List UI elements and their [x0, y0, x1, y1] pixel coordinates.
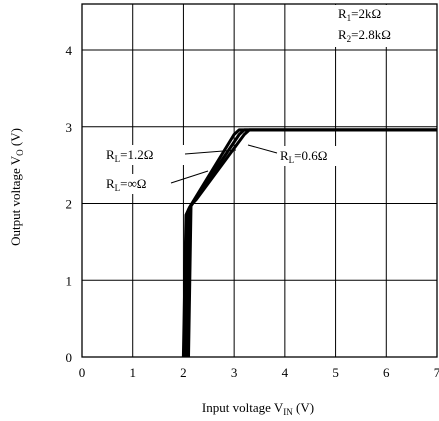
y-axis-title: Output voltage VO (V)	[8, 128, 25, 246]
conditions-box-background	[335, 5, 436, 47]
y-tick-label: 3	[66, 120, 73, 135]
x-tick-label: 0	[79, 365, 86, 380]
x-tick-label: 2	[180, 365, 187, 380]
leader-rl-0-6	[247, 144, 278, 154]
annotation-rl-inf-background	[104, 174, 170, 194]
x-tick-label: 4	[282, 365, 289, 380]
label-rl-0-6: RL=0.6Ω	[280, 148, 327, 165]
label-rl-inf: RL=∞Ω	[106, 176, 146, 193]
conditions-box: R1=2kΩ R2=2.8kΩ	[335, 5, 436, 47]
leader-rl-1-2	[184, 149, 237, 155]
x-tick-label: 3	[231, 365, 238, 380]
x-tick-label: 7	[434, 365, 439, 380]
x-tick-label: 1	[129, 365, 136, 380]
series-line-2	[187, 128, 437, 358]
grid	[82, 4, 437, 357]
annotation-rl-0-6-background	[276, 146, 352, 166]
annotation-rl-inf: RL=∞Ω	[104, 170, 209, 194]
leader-rl-inf	[170, 170, 209, 184]
y-tick-label: 2	[66, 197, 73, 212]
condition-r1: R1=2kΩ	[338, 6, 381, 23]
condition-r2: R2=2.8kΩ	[338, 27, 391, 44]
y-tick-label: 1	[66, 273, 73, 288]
tick-labels: 0 1 2 3 4 5 6 7 0 1 2 3 4	[66, 43, 439, 380]
series-lines	[181, 128, 437, 358]
annotation-rl-1-2: RL=1.2Ω	[104, 145, 237, 165]
plot-frame	[81, 3, 438, 358]
y-tick-label: 4	[66, 43, 73, 58]
label-rl-1-2: RL=1.2Ω	[106, 147, 153, 164]
annotation-rl-1-2-background	[104, 145, 184, 165]
y-tick-label: 0	[66, 350, 73, 365]
annotation-rl-0-6: RL=0.6Ω	[247, 144, 352, 166]
x-tick-label: 5	[332, 365, 339, 380]
x-axis-title: Input voltage VIN (V)	[202, 400, 314, 417]
x-tick-label: 6	[383, 365, 390, 380]
